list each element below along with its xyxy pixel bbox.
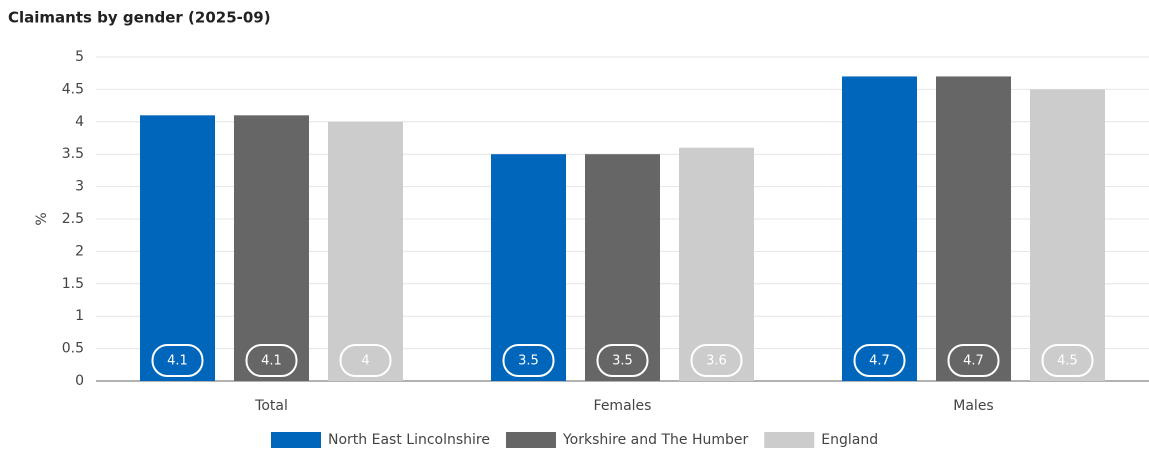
y-tick-label: 3	[75, 179, 84, 195]
legend-label: England	[821, 432, 878, 448]
bar	[679, 147, 754, 381]
legend-label: North East Lincolnshire	[328, 432, 490, 448]
y-tick-label: 1.5	[62, 276, 84, 292]
value-label: 4.7	[869, 354, 890, 369]
value-label-box	[947, 344, 1000, 377]
value-label-box	[245, 344, 298, 377]
y-tick-label: 4	[75, 114, 84, 130]
y-tick-label: 3.5	[62, 146, 84, 162]
y-tick-label: 5	[75, 49, 84, 65]
bar	[936, 76, 1011, 381]
bar	[328, 121, 403, 382]
value-label: 3.5	[518, 354, 539, 369]
value-label: 3.5	[612, 354, 633, 369]
value-label: 3.6	[706, 354, 727, 369]
bar	[842, 76, 917, 381]
value-label: 4	[361, 354, 369, 369]
y-tick-label: 4.5	[62, 81, 84, 97]
x-tick-label: Females	[594, 398, 652, 414]
bar	[585, 154, 660, 381]
value-label: 4.7	[963, 354, 984, 369]
y-tick-label: 2.5	[62, 211, 84, 227]
y-tick-label: 1	[75, 308, 84, 324]
legend-swatch	[271, 432, 321, 448]
bar	[491, 154, 566, 381]
value-label-box	[502, 344, 555, 377]
value-label-box	[853, 344, 906, 377]
value-label-box	[151, 344, 204, 377]
y-axis-label: %	[34, 212, 50, 225]
y-tick-label: 0.5	[62, 341, 84, 357]
value-label: 4.1	[261, 354, 282, 369]
value-label-box	[596, 344, 649, 377]
value-label: 4.1	[167, 354, 188, 369]
bar	[140, 115, 215, 381]
chart-title: Claimants by gender (2025-09)	[8, 9, 271, 27]
y-tick-label: 2	[75, 243, 84, 259]
legend-swatch	[764, 432, 815, 448]
y-tick-label: 0	[75, 373, 84, 389]
legend-swatch	[505, 432, 556, 448]
value-label-box	[690, 344, 743, 377]
bar	[234, 115, 309, 381]
bar	[1030, 89, 1105, 382]
x-tick-label: Males	[953, 398, 993, 414]
legend-label: Yorkshire and The Humber	[562, 432, 749, 448]
value-label: 4.5	[1057, 354, 1078, 369]
value-label-box	[339, 344, 392, 377]
x-tick-label: Total	[254, 398, 288, 414]
value-label-box	[1041, 344, 1094, 377]
